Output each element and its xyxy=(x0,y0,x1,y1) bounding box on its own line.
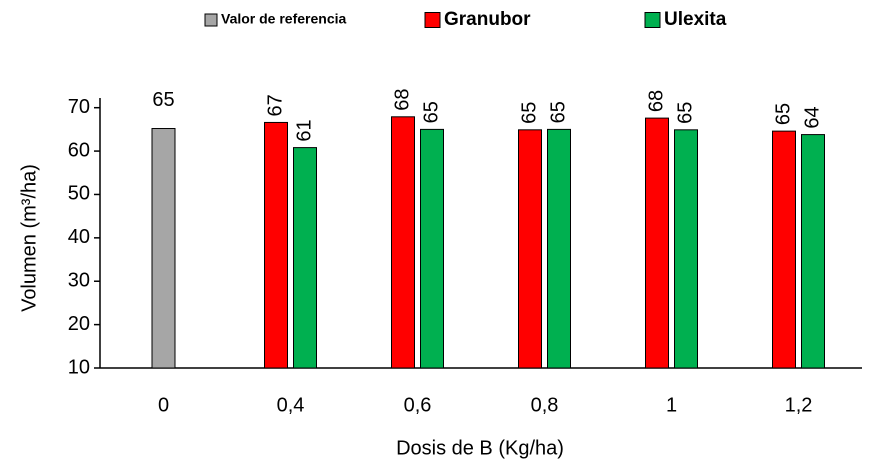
x-tick-label: 1,2 xyxy=(785,394,813,416)
value-label: 65 xyxy=(518,102,540,124)
legend-label: Granubor xyxy=(444,9,531,30)
value-label: 67 xyxy=(264,94,286,116)
value-label: 68 xyxy=(645,90,667,112)
y-tick-label: 30 xyxy=(68,270,90,292)
y-axis-title: Volumen (m³/ha) xyxy=(18,164,40,312)
value-label: 65 xyxy=(772,103,794,125)
x-tick-label: 0,4 xyxy=(277,394,305,416)
bar xyxy=(645,117,669,369)
y-tick-label: 70 xyxy=(68,96,90,118)
bar xyxy=(293,147,317,369)
y-tick-label: 40 xyxy=(68,226,90,248)
x-tick-label: 0,8 xyxy=(531,394,559,416)
y-tick-label: 50 xyxy=(68,183,90,205)
x-axis-title: Dosis de B (Kg/ha) xyxy=(396,437,564,459)
y-tick-label: 60 xyxy=(68,139,90,161)
legend-swatch xyxy=(204,13,218,27)
value-label: 61 xyxy=(293,119,315,141)
bar xyxy=(772,130,796,369)
bar xyxy=(547,128,571,369)
legend-swatch xyxy=(424,12,441,28)
value-label: 65 xyxy=(547,101,569,123)
y-tick-label: 20 xyxy=(68,313,90,335)
legend-label: Ulexita xyxy=(664,9,727,30)
bar xyxy=(518,129,542,369)
bar xyxy=(264,121,288,369)
value-label: 65 xyxy=(420,101,442,123)
bar xyxy=(391,116,415,369)
y-tick-label: 10 xyxy=(68,356,90,378)
legend-label: Valor de referencia xyxy=(221,11,347,27)
value-label: 65 xyxy=(674,102,696,124)
x-tick-label: 0 xyxy=(158,394,169,416)
value-label: 68 xyxy=(391,89,413,111)
bar xyxy=(151,128,176,369)
bar xyxy=(420,128,444,369)
x-tick-label: 1 xyxy=(666,394,677,416)
legend-swatch xyxy=(644,12,661,28)
bar xyxy=(801,134,825,369)
x-tick-label: 0,6 xyxy=(404,394,432,416)
value-label: 65 xyxy=(152,89,174,111)
value-label: 64 xyxy=(801,106,823,128)
bar xyxy=(674,129,698,369)
